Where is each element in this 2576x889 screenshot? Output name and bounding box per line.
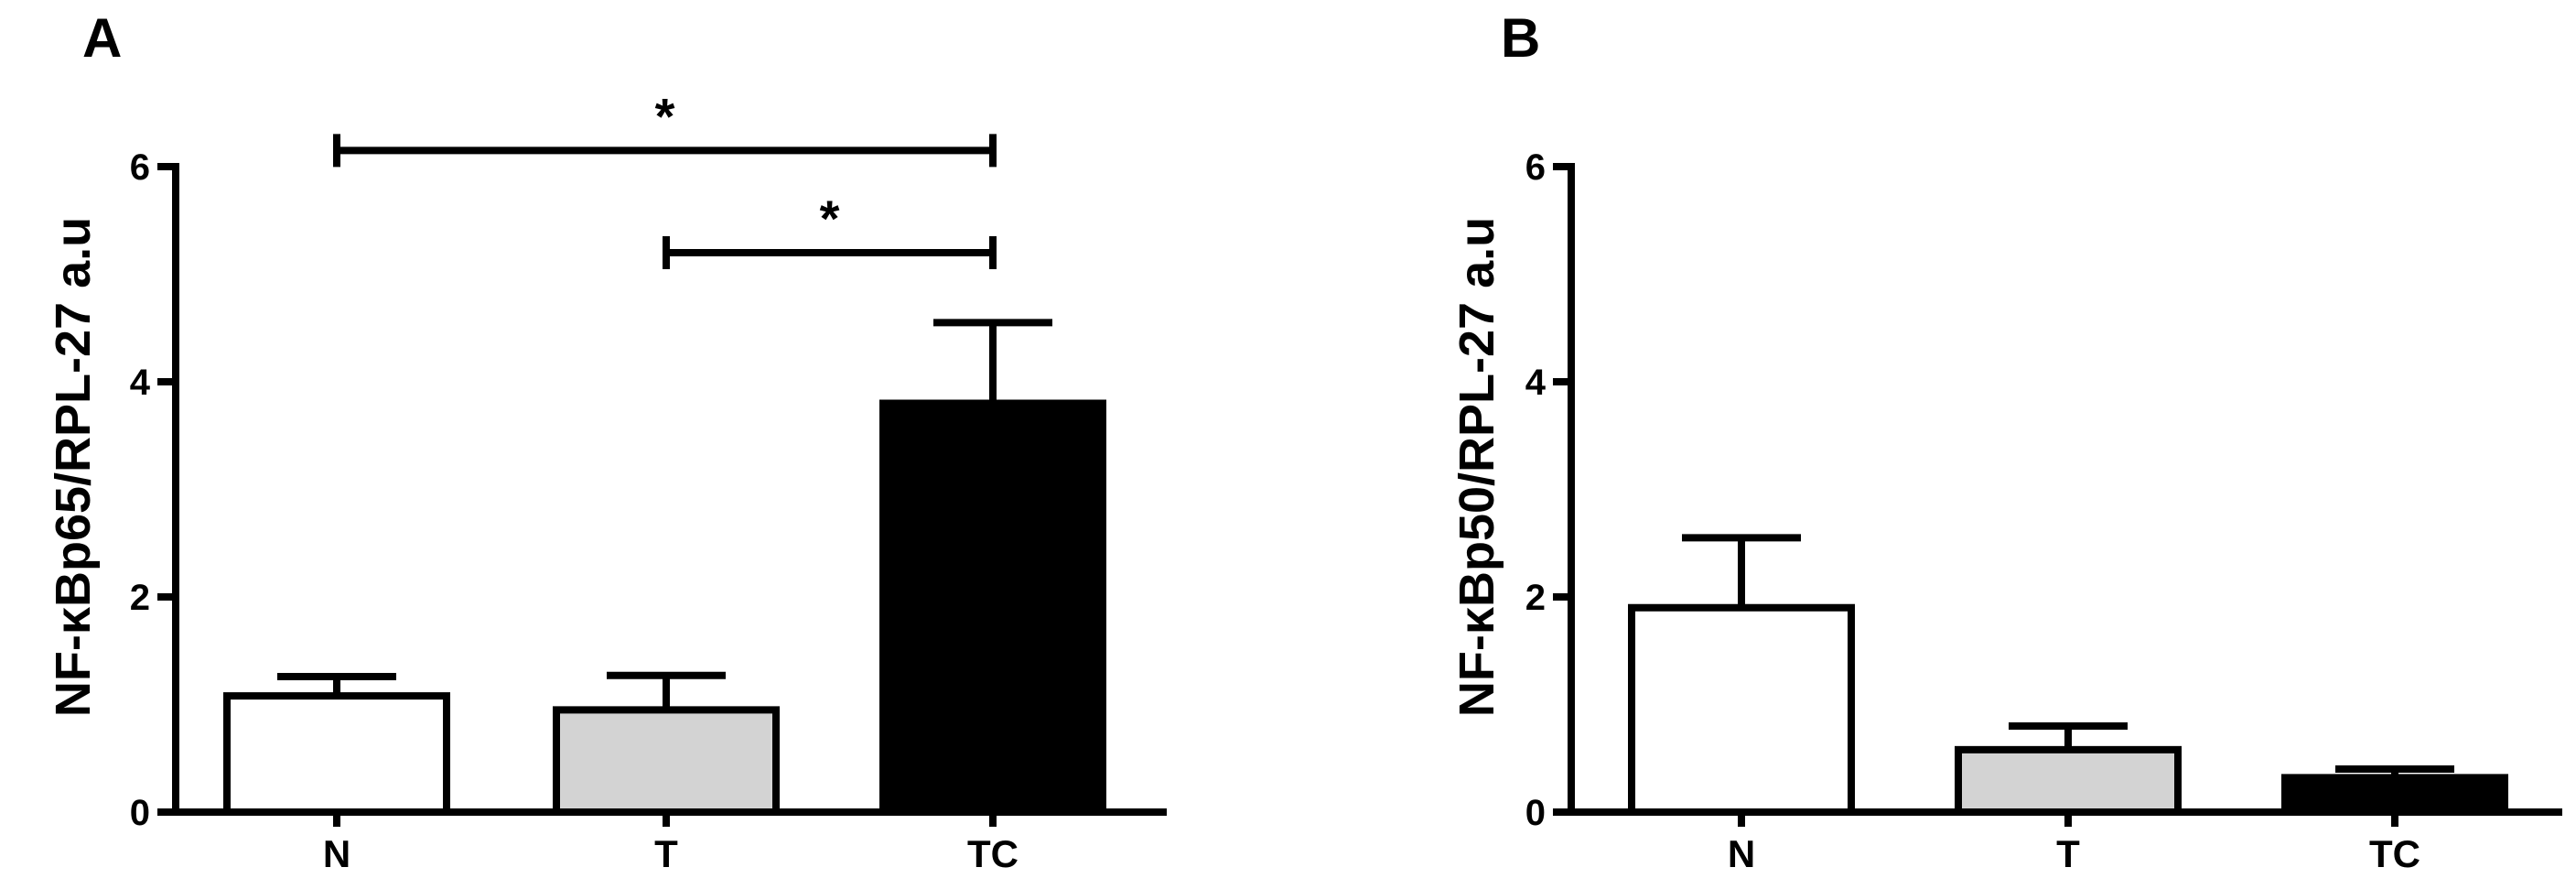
significance-label: * [655,87,675,145]
x-tick-label: N [323,832,350,875]
x-tick-label: T [2056,832,2080,875]
x-tick-label: TC [967,832,1019,875]
bar-tc [879,399,1106,816]
panel-letter: A [82,7,122,69]
y-axis-label: NF-κBp50/RPL-27 a.u [1450,217,1504,717]
x-tick-label: TC [2369,832,2420,875]
y-tick-label: 2 [1525,578,1546,618]
bar-n [223,692,450,816]
y-tick-label: 4 [1525,363,1547,403]
y-tick-label: 0 [1525,793,1546,833]
x-tick-label: T [654,832,678,875]
y-axis-label: NF-κBp65/RPL-27 a.u [46,217,101,717]
bar-t [1955,745,2182,816]
bar-t [553,706,780,816]
bar-tc [2281,774,2508,817]
y-tick-label: 6 [130,147,150,188]
y-tick-label: 0 [130,793,150,833]
bar-n [1628,603,1855,816]
panel-a: A NF-κBp65/RPL-27 a.u N T TC 0 2 4 6 * * [46,7,1167,875]
x-tick-label: N [1728,832,1755,875]
y-tick-label: 2 [130,578,150,618]
significance-label: * [820,190,840,247]
y-tick-label: 4 [130,363,151,403]
panel-b: B NF-κBp50/RPL-27 a.u N T TC 0 2 4 6 [1450,7,2562,875]
y-tick-label: 6 [1525,147,1546,188]
panel-letter: B [1501,7,1540,69]
